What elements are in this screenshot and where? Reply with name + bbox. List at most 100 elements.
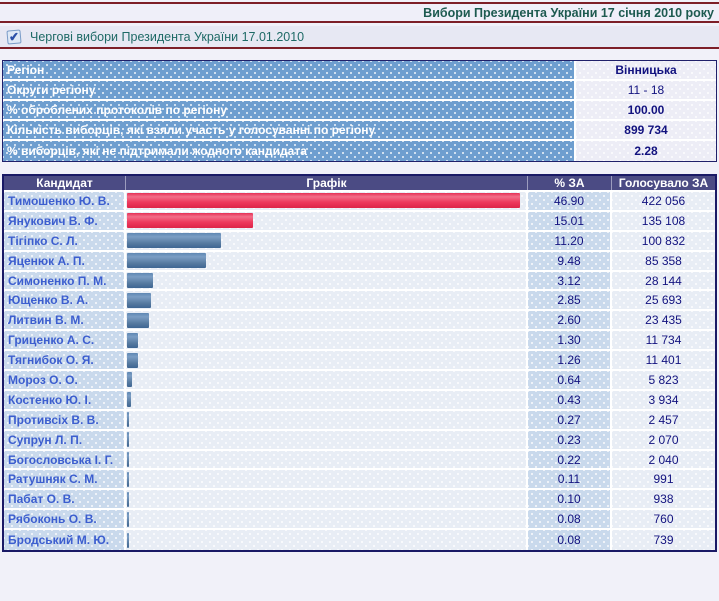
candidate-votes: 11 734	[612, 331, 715, 350]
candidate-name: Янукович В. Ф.	[4, 211, 126, 230]
results-table-header: Кандидат Графік % ЗА Голосувало ЗА	[4, 176, 715, 192]
candidate-bar-cell	[126, 311, 528, 330]
candidate-percent: 0.64	[528, 371, 612, 389]
candidate-percent: 0.08	[528, 530, 612, 551]
candidate-row: Ющенко В. А. 2.85 25 693	[4, 291, 715, 312]
candidate-votes: 23 435	[612, 311, 715, 330]
candidate-name: Ратушняк С. М.	[4, 470, 126, 489]
candidate-row: Противсіх В. В. 0.27 2 457	[4, 410, 715, 431]
region-row-label: Кількість виборців, які взяли участь у г…	[3, 121, 576, 139]
candidate-name: Богословська І. Г.	[4, 450, 126, 469]
candidate-bar	[127, 372, 133, 388]
candidate-row: Костенко Ю. І. 0.43 3 934	[4, 390, 715, 411]
page-title: Вибори Президента України 17 січня 2010 …	[423, 5, 714, 20]
candidate-percent: 15.01	[528, 211, 612, 230]
candidate-bar-cell	[126, 211, 528, 230]
region-row-label: % оброблених протоколів по регіону	[3, 101, 576, 119]
candidate-bar-cell	[126, 291, 528, 310]
candidate-name: Яценюк А. П.	[4, 251, 126, 270]
region-table-row: % виборців, які не підтримали жодного ка…	[3, 141, 716, 161]
candidate-name: Костенко Ю. І.	[4, 390, 126, 409]
region-table-row: Регіон Вінницька	[3, 61, 716, 81]
candidate-bar	[127, 532, 129, 548]
region-table-row: % оброблених протоколів по регіону 100.0…	[3, 101, 716, 121]
election-selector-row[interactable]: ✔ Чергові вибори Президента України 17.0…	[0, 26, 719, 47]
column-header-percent: % ЗА	[528, 176, 612, 190]
region-row-label: Регіон	[3, 61, 576, 79]
candidate-name: Тігіпко С. Л.	[4, 231, 126, 250]
candidate-bar	[127, 292, 151, 308]
candidate-bar-cell	[126, 490, 528, 509]
candidate-bar	[127, 233, 221, 249]
candidate-percent: 1.30	[528, 331, 612, 350]
column-header-candidate: Кандидат	[4, 176, 126, 190]
candidate-percent: 2.60	[528, 311, 612, 330]
candidate-name: Пабат О. В.	[4, 490, 126, 509]
region-row-value: Вінницька	[576, 61, 716, 79]
candidate-votes: 100 832	[612, 231, 715, 250]
candidate-bar-cell	[126, 192, 528, 210]
region-row-value: 899 734	[576, 121, 716, 139]
candidate-votes: 739	[612, 530, 715, 551]
candidate-row: Мороз О. О. 0.64 5 823	[4, 371, 715, 391]
candidate-row: Пабат О. В. 0.10 938	[4, 490, 715, 511]
region-table-row: Округи регіону 11 - 18	[3, 81, 716, 101]
candidate-bar-cell	[126, 331, 528, 350]
candidate-votes: 85 358	[612, 251, 715, 270]
candidate-percent: 0.22	[528, 450, 612, 469]
column-header-chart: Графік	[126, 176, 528, 190]
column-header-votes: Голосувало ЗА	[618, 176, 709, 190]
region-table-row: Кількість виборців, які взяли участь у г…	[3, 121, 716, 141]
candidate-bar	[127, 432, 129, 448]
candidate-name: Литвин В. М.	[4, 311, 126, 330]
candidate-votes: 135 108	[612, 211, 715, 230]
candidate-bar-cell	[126, 470, 528, 489]
candidate-name: Гриценко А. С.	[4, 331, 126, 350]
candidate-percent: 0.23	[528, 430, 612, 449]
candidate-name: Тимошенко Ю. В.	[4, 192, 126, 210]
candidate-bar	[127, 471, 129, 487]
region-row-label: % виборців, які не підтримали жодного ка…	[3, 141, 576, 161]
candidate-bar	[127, 253, 207, 269]
candidate-percent: 3.12	[528, 271, 612, 290]
candidate-percent: 2.85	[528, 291, 612, 310]
candidate-percent: 11.20	[528, 231, 612, 250]
candidate-votes: 938	[612, 490, 715, 509]
candidate-row: Симоненко П. М. 3.12 28 144	[4, 271, 715, 292]
candidate-percent: 46.90	[528, 192, 612, 210]
candidate-bar-cell	[126, 410, 528, 429]
checked-checkbox-icon[interactable]: ✔	[6, 28, 22, 45]
candidate-row: Богословська І. Г. 0.22 2 040	[4, 450, 715, 471]
candidate-row: Бродський М. Ю. 0.08 739	[4, 530, 715, 551]
candidate-bar	[127, 332, 138, 348]
results-table: Кандидат Графік % ЗА Голосувало ЗА Тимош…	[2, 174, 717, 553]
candidate-row: Тимошенко Ю. В. 46.90 422 056	[4, 192, 715, 212]
candidate-percent: 0.08	[528, 510, 612, 529]
candidate-name: Рябоконь О. В.	[4, 510, 126, 529]
candidate-percent: 1.26	[528, 351, 612, 370]
candidate-bar	[127, 352, 138, 368]
candidate-name: Бродський М. Ю.	[4, 530, 126, 551]
candidate-percent: 0.27	[528, 410, 612, 429]
candidate-row: Яценюк А. П. 9.48 85 358	[4, 251, 715, 272]
candidate-bar-cell	[126, 351, 528, 370]
candidate-bar	[127, 511, 129, 527]
candidate-bar	[127, 312, 149, 328]
candidate-votes: 3 934	[612, 390, 715, 409]
candidate-votes: 25 693	[612, 291, 715, 310]
page-header: Вибори Президента України 17 січня 2010 …	[0, 4, 719, 21]
results-table-body: Тимошенко Ю. В. 46.90 422 056 Янукович В…	[4, 192, 715, 551]
candidate-percent: 9.48	[528, 251, 612, 270]
selector-bottom-rule	[0, 47, 719, 49]
candidate-bar	[127, 193, 520, 209]
header-bottom-rule	[0, 21, 719, 23]
candidate-votes: 2 457	[612, 410, 715, 429]
election-label[interactable]: Чергові вибори Президента України 17.01.…	[30, 29, 305, 44]
candidate-votes: 28 144	[612, 271, 715, 290]
candidate-bar-cell	[126, 510, 528, 529]
candidate-name: Мороз О. О.	[4, 371, 126, 389]
candidate-bar	[127, 273, 154, 288]
candidate-votes: 422 056	[612, 192, 715, 210]
candidate-percent: 0.10	[528, 490, 612, 509]
candidate-name: Симоненко П. М.	[4, 271, 126, 290]
